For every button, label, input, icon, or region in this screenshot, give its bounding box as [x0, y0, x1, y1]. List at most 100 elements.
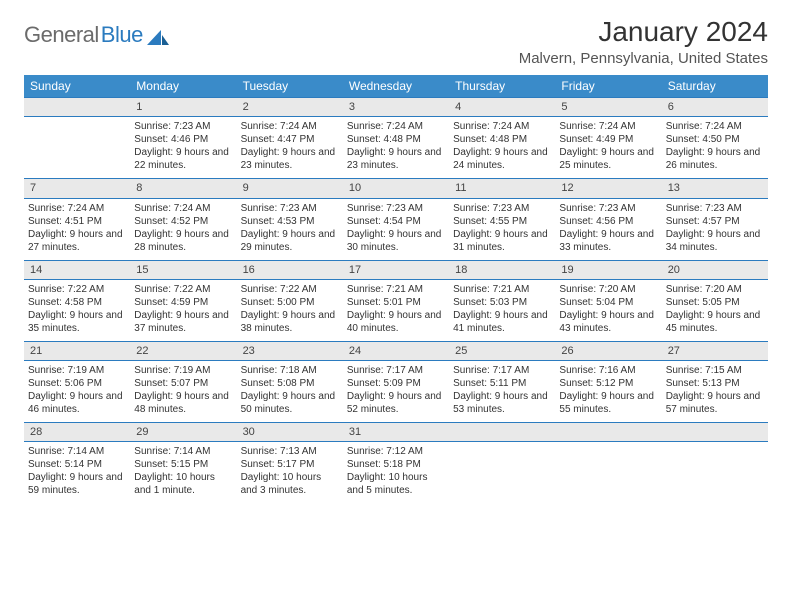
- day-detail-cell: Sunrise: 7:23 AMSunset: 4:55 PMDaylight:…: [449, 198, 555, 260]
- daylight-line: Daylight: 9 hours and 46 minutes.: [28, 390, 126, 416]
- day-detail-cell: Sunrise: 7:21 AMSunset: 5:01 PMDaylight:…: [343, 279, 449, 341]
- day-detail-cell: Sunrise: 7:16 AMSunset: 5:12 PMDaylight:…: [555, 361, 661, 423]
- day-number-cell: 14: [24, 260, 130, 279]
- day-number-cell: 12: [555, 179, 661, 198]
- day-detail-cell: Sunrise: 7:20 AMSunset: 5:05 PMDaylight:…: [662, 279, 768, 341]
- daylight-line: Daylight: 9 hours and 37 minutes.: [134, 309, 232, 335]
- sunrise-line: Sunrise: 7:15 AM: [666, 364, 764, 377]
- daylight-line: Daylight: 9 hours and 29 minutes.: [241, 228, 339, 254]
- brand-logo: GeneralBlue: [24, 22, 169, 48]
- weekday-header-row: Sunday Monday Tuesday Wednesday Thursday…: [24, 75, 768, 98]
- sunset-line: Sunset: 4:52 PM: [134, 215, 232, 228]
- sunrise-line: Sunrise: 7:17 AM: [347, 364, 445, 377]
- daylight-line: Daylight: 9 hours and 35 minutes.: [28, 309, 126, 335]
- sunset-line: Sunset: 4:48 PM: [453, 133, 551, 146]
- day-number-cell: 15: [130, 260, 236, 279]
- sunrise-line: Sunrise: 7:21 AM: [453, 283, 551, 296]
- day-number-cell: 1: [130, 98, 236, 117]
- sunset-line: Sunset: 5:11 PM: [453, 377, 551, 390]
- sunset-line: Sunset: 5:18 PM: [347, 458, 445, 471]
- daylight-line: Daylight: 9 hours and 53 minutes.: [453, 390, 551, 416]
- day-detail-row: Sunrise: 7:23 AMSunset: 4:46 PMDaylight:…: [24, 117, 768, 179]
- sunset-line: Sunset: 5:05 PM: [666, 296, 764, 309]
- day-detail-cell: Sunrise: 7:24 AMSunset: 4:52 PMDaylight:…: [130, 198, 236, 260]
- sunset-line: Sunset: 4:56 PM: [559, 215, 657, 228]
- daylight-line: Daylight: 9 hours and 57 minutes.: [666, 390, 764, 416]
- day-number-cell: 13: [662, 179, 768, 198]
- daylight-line: Daylight: 9 hours and 23 minutes.: [347, 146, 445, 172]
- sunrise-line: Sunrise: 7:24 AM: [453, 120, 551, 133]
- day-number-row: 123456: [24, 98, 768, 117]
- month-title: January 2024: [519, 16, 768, 48]
- day-detail-cell: Sunrise: 7:13 AMSunset: 5:17 PMDaylight:…: [237, 442, 343, 504]
- sunrise-line: Sunrise: 7:23 AM: [666, 202, 764, 215]
- daylight-line: Daylight: 10 hours and 5 minutes.: [347, 471, 445, 497]
- sunset-line: Sunset: 4:48 PM: [347, 133, 445, 146]
- day-number-cell: 16: [237, 260, 343, 279]
- calendar-table: Sunday Monday Tuesday Wednesday Thursday…: [24, 75, 768, 503]
- sunrise-line: Sunrise: 7:24 AM: [241, 120, 339, 133]
- day-detail-cell: Sunrise: 7:18 AMSunset: 5:08 PMDaylight:…: [237, 361, 343, 423]
- daylight-line: Daylight: 9 hours and 25 minutes.: [559, 146, 657, 172]
- day-number-cell: 9: [237, 179, 343, 198]
- sunset-line: Sunset: 4:47 PM: [241, 133, 339, 146]
- day-number-cell: 3: [343, 98, 449, 117]
- sunset-line: Sunset: 5:08 PM: [241, 377, 339, 390]
- daylight-line: Daylight: 9 hours and 31 minutes.: [453, 228, 551, 254]
- daylight-line: Daylight: 9 hours and 28 minutes.: [134, 228, 232, 254]
- day-number-cell: [449, 423, 555, 442]
- sunrise-line: Sunrise: 7:20 AM: [559, 283, 657, 296]
- title-block: January 2024 Malvern, Pennsylvania, Unit…: [519, 16, 768, 67]
- daylight-line: Daylight: 9 hours and 33 minutes.: [559, 228, 657, 254]
- sunset-line: Sunset: 5:04 PM: [559, 296, 657, 309]
- daylight-line: Daylight: 9 hours and 34 minutes.: [666, 228, 764, 254]
- sunset-line: Sunset: 4:50 PM: [666, 133, 764, 146]
- day-detail-cell: Sunrise: 7:24 AMSunset: 4:49 PMDaylight:…: [555, 117, 661, 179]
- day-detail-cell: Sunrise: 7:24 AMSunset: 4:50 PMDaylight:…: [662, 117, 768, 179]
- day-number-cell: 21: [24, 341, 130, 360]
- sunset-line: Sunset: 5:14 PM: [28, 458, 126, 471]
- sunrise-line: Sunrise: 7:18 AM: [241, 364, 339, 377]
- day-number-cell: 31: [343, 423, 449, 442]
- sunrise-line: Sunrise: 7:23 AM: [134, 120, 232, 133]
- day-number-cell: 24: [343, 341, 449, 360]
- sunrise-line: Sunrise: 7:24 AM: [134, 202, 232, 215]
- day-number-cell: [24, 98, 130, 117]
- day-detail-row: Sunrise: 7:24 AMSunset: 4:51 PMDaylight:…: [24, 198, 768, 260]
- day-number-cell: 10: [343, 179, 449, 198]
- day-detail-cell: Sunrise: 7:12 AMSunset: 5:18 PMDaylight:…: [343, 442, 449, 504]
- day-detail-row: Sunrise: 7:22 AMSunset: 4:58 PMDaylight:…: [24, 279, 768, 341]
- weekday-header: Thursday: [449, 75, 555, 98]
- location-label: Malvern, Pennsylvania, United States: [519, 50, 768, 67]
- day-number-cell: [555, 423, 661, 442]
- daylight-line: Daylight: 10 hours and 3 minutes.: [241, 471, 339, 497]
- sunset-line: Sunset: 5:03 PM: [453, 296, 551, 309]
- day-detail-cell: Sunrise: 7:19 AMSunset: 5:06 PMDaylight:…: [24, 361, 130, 423]
- day-number-cell: 23: [237, 341, 343, 360]
- daylight-line: Daylight: 9 hours and 26 minutes.: [666, 146, 764, 172]
- day-number-cell: 29: [130, 423, 236, 442]
- daylight-line: Daylight: 9 hours and 43 minutes.: [559, 309, 657, 335]
- daylight-line: Daylight: 9 hours and 27 minutes.: [28, 228, 126, 254]
- sunset-line: Sunset: 4:59 PM: [134, 296, 232, 309]
- day-number-cell: [662, 423, 768, 442]
- logo-text-gray: General: [24, 22, 99, 48]
- sunrise-line: Sunrise: 7:20 AM: [666, 283, 764, 296]
- sunset-line: Sunset: 4:57 PM: [666, 215, 764, 228]
- day-number-cell: 30: [237, 423, 343, 442]
- top-bar: GeneralBlue January 2024 Malvern, Pennsy…: [24, 16, 768, 67]
- day-number-row: 28293031: [24, 423, 768, 442]
- sunrise-line: Sunrise: 7:19 AM: [134, 364, 232, 377]
- sunrise-line: Sunrise: 7:22 AM: [134, 283, 232, 296]
- day-number-cell: 5: [555, 98, 661, 117]
- sunrise-line: Sunrise: 7:22 AM: [28, 283, 126, 296]
- day-number-row: 14151617181920: [24, 260, 768, 279]
- day-detail-cell: [662, 442, 768, 504]
- daylight-line: Daylight: 10 hours and 1 minute.: [134, 471, 232, 497]
- sunset-line: Sunset: 5:07 PM: [134, 377, 232, 390]
- sunrise-line: Sunrise: 7:24 AM: [28, 202, 126, 215]
- day-detail-cell: Sunrise: 7:24 AMSunset: 4:51 PMDaylight:…: [24, 198, 130, 260]
- sunrise-line: Sunrise: 7:16 AM: [559, 364, 657, 377]
- weekday-header: Sunday: [24, 75, 130, 98]
- daylight-line: Daylight: 9 hours and 30 minutes.: [347, 228, 445, 254]
